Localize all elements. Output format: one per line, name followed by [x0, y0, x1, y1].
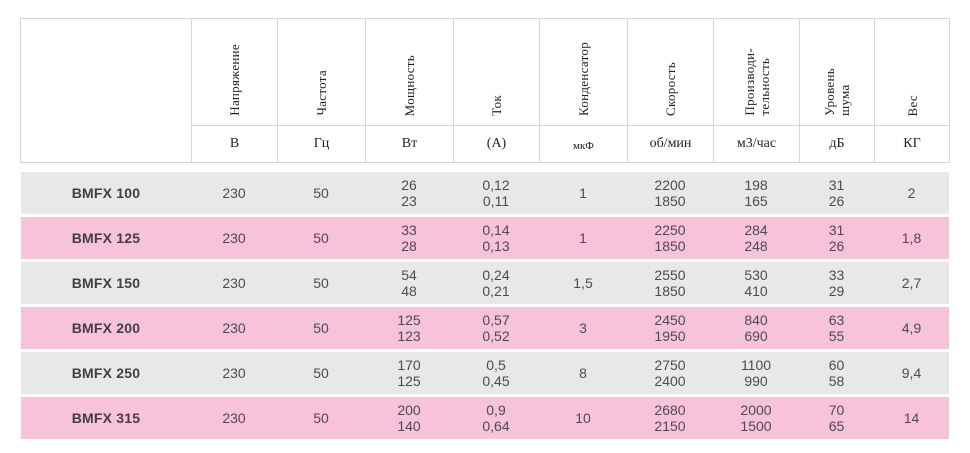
cell-frequency: 50 — [313, 365, 329, 381]
cell-frequency: 50 — [313, 185, 329, 201]
col-header-power: Мощность — [365, 19, 453, 125]
cell-current: 0,9 0,64 — [482, 402, 510, 434]
row-bmfx-250: BMFX 250 230 50 170 125 0,5 0,45 8 2750 … — [21, 352, 949, 394]
header-corner-cell — [21, 19, 191, 162]
cell-capacitor: 1 — [579, 185, 587, 201]
cell-speed: 2550 1850 — [654, 267, 686, 299]
unit-capacitor: мкФ — [539, 125, 627, 162]
col-header-power-label: Мощность — [402, 54, 417, 116]
row-bmfx-100: BMFX 100 230 50 26 23 0,12 0,11 1 2200 1… — [21, 172, 949, 214]
cell-voltage: 230 — [222, 230, 246, 246]
row-bmfx-125: BMFX 125 230 50 33 28 0,14 0,13 1 2250 1… — [21, 217, 949, 259]
cell-model: BMFX 125 — [71, 230, 141, 246]
cell-weight: 1,8 — [901, 230, 922, 246]
cell-speed: 2450 1950 — [654, 312, 686, 344]
cell-power: 200 140 — [397, 402, 421, 434]
cell-noise: 63 55 — [828, 312, 845, 344]
unit-airflow: м3/час — [713, 125, 799, 162]
col-header-speed: Скорость — [627, 19, 713, 125]
cell-weight: 2 — [907, 185, 916, 201]
cell-airflow: 840 690 — [744, 312, 768, 344]
cell-current: 0,24 0,21 — [482, 267, 510, 299]
cell-voltage: 230 — [222, 365, 246, 381]
cell-capacitor: 10 — [575, 410, 591, 426]
cell-airflow: 530 410 — [744, 267, 768, 299]
cell-voltage: 230 — [222, 410, 246, 426]
unit-noise: дБ — [799, 125, 874, 162]
cell-noise: 31 26 — [828, 222, 845, 254]
cell-frequency: 50 — [313, 320, 329, 336]
cell-capacitor: 3 — [579, 320, 587, 336]
cell-speed: 2750 2400 — [654, 357, 686, 389]
cell-speed: 2200 1850 — [654, 177, 686, 209]
cell-capacitor: 8 — [579, 365, 587, 381]
cell-power: 170 125 — [397, 357, 421, 389]
cell-current: 0,12 0,11 — [482, 177, 510, 209]
cell-airflow: 2000 1500 — [740, 402, 772, 434]
col-header-capacitor: Конденсатор — [539, 19, 627, 125]
cell-noise: 31 26 — [828, 177, 845, 209]
cell-power: 26 23 — [401, 177, 417, 209]
cell-weight: 2,7 — [901, 275, 922, 291]
cell-model: BMFX 150 — [71, 275, 141, 291]
cell-model: BMFX 315 — [71, 410, 141, 426]
unit-speed: об/мин — [627, 125, 713, 162]
col-header-current-label: Ток — [489, 95, 504, 116]
cell-current: 0,5 0,45 — [482, 357, 510, 389]
cell-airflow: 198 165 — [744, 177, 768, 209]
table-header: Напряжение Частота Мощность Ток Конденса… — [20, 18, 950, 163]
unit-voltage: В — [191, 125, 277, 162]
cell-noise: 60 58 — [828, 357, 845, 389]
col-header-voltage: Напряжение — [191, 19, 277, 125]
row-bmfx-150: BMFX 150 230 50 54 48 0,24 0,21 1,5 2550… — [21, 262, 949, 304]
col-header-noise-label: Уровень шума — [822, 68, 852, 116]
cell-power: 33 28 — [401, 222, 417, 254]
cell-current: 0,14 0,13 — [482, 222, 510, 254]
cell-model: BMFX 100 — [71, 185, 141, 201]
row-bmfx-315: BMFX 315 230 50 200 140 0,9 0,64 10 2680… — [21, 397, 949, 439]
cell-speed: 2250 1850 — [654, 222, 686, 254]
cell-voltage: 230 — [222, 320, 246, 336]
cell-frequency: 50 — [313, 410, 329, 426]
table-body: BMFX 100 230 50 26 23 0,12 0,11 1 2200 1… — [21, 172, 949, 439]
cell-frequency: 50 — [313, 275, 329, 291]
row-bmfx-200: BMFX 200 230 50 125 123 0,57 0,52 3 2450… — [21, 307, 949, 349]
cell-model: BMFX 250 — [71, 365, 141, 381]
cell-model: BMFX 200 — [71, 320, 141, 336]
cell-airflow: 284 248 — [744, 222, 768, 254]
unit-power: Вт — [365, 125, 453, 162]
col-header-speed-label: Скорость — [663, 62, 678, 116]
col-header-capacitor-label: Конденсатор — [576, 42, 591, 116]
col-header-weight: Вес — [874, 19, 949, 125]
col-header-frequency-label: Частота — [314, 70, 329, 116]
cell-voltage: 230 — [222, 275, 246, 291]
col-header-voltage-label: Напряжение — [227, 44, 242, 116]
cell-airflow: 1100 990 — [740, 357, 772, 389]
col-header-weight-label: Вес — [904, 94, 920, 116]
unit-current: (А) — [453, 125, 539, 162]
col-header-airflow: Производи- тельность — [713, 19, 799, 125]
cell-capacitor: 1,5 — [573, 275, 593, 291]
col-header-airflow-label: Производи- тельность — [741, 48, 772, 116]
cell-power: 54 48 — [401, 267, 417, 299]
cell-weight: 14 — [903, 410, 920, 426]
cell-weight: 9,4 — [901, 365, 922, 381]
cell-current: 0,57 0,52 — [482, 312, 510, 344]
cell-weight: 4,9 — [901, 320, 922, 336]
cell-speed: 2680 2150 — [654, 402, 686, 434]
cell-voltage: 230 — [222, 185, 246, 201]
unit-weight: КГ — [874, 125, 949, 162]
cell-power: 125 123 — [397, 312, 421, 344]
cell-noise: 70 65 — [828, 402, 845, 434]
unit-frequency: Гц — [277, 125, 365, 162]
col-header-noise: Уровень шума — [799, 19, 874, 125]
col-header-frequency: Частота — [277, 19, 365, 125]
col-header-current: Ток — [453, 19, 539, 125]
spec-table: Напряжение Частота Мощность Ток Конденса… — [20, 18, 950, 442]
cell-noise: 33 29 — [828, 267, 845, 299]
cell-frequency: 50 — [313, 230, 329, 246]
cell-capacitor: 1 — [579, 230, 587, 246]
